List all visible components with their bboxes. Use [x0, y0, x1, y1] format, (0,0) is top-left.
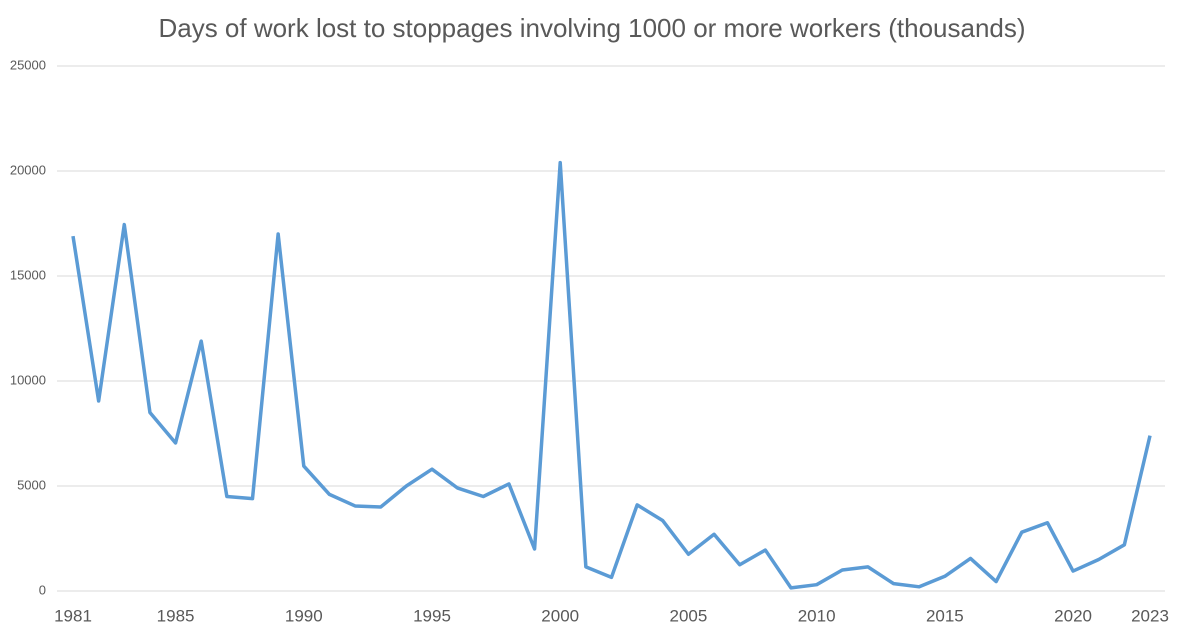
- x-tick-label: 1990: [285, 606, 323, 625]
- y-tick-label: 20000: [10, 162, 46, 177]
- data-line: [71, 160, 1152, 590]
- x-tick-label: 2020: [1054, 606, 1092, 625]
- y-tick-label: 5000: [17, 477, 46, 492]
- x-tick-label: 1981: [54, 606, 92, 625]
- x-tick-label: 2015: [926, 606, 964, 625]
- x-tick-label: 2010: [798, 606, 836, 625]
- x-tick-label: 2005: [670, 606, 708, 625]
- y-tick-label: 25000: [10, 57, 46, 72]
- x-tick-label: 2000: [541, 606, 579, 625]
- x-tick-label: 1985: [157, 606, 195, 625]
- y-tick-label: 0: [39, 582, 46, 597]
- x-tick-label: 2023: [1131, 606, 1169, 625]
- x-tick-label: 1995: [413, 606, 451, 625]
- y-tick-label: 15000: [10, 267, 46, 282]
- chart-title: Days of work lost to stoppages involving…: [158, 13, 1025, 43]
- y-tick-label: 10000: [10, 372, 46, 387]
